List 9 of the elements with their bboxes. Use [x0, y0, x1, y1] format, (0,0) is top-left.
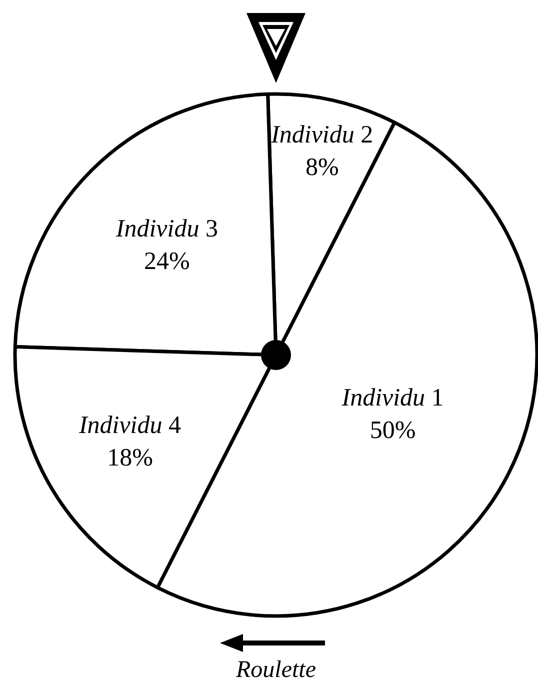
slice-label: Individu 4 [78, 412, 182, 439]
slice-label: Individu 2 [270, 121, 374, 148]
data-label: 50% [370, 416, 416, 444]
data-label: 24% [144, 248, 190, 276]
text: Roulette [235, 657, 316, 683]
data-label: 8% [305, 154, 339, 181]
slice-label: Individu 1 [340, 384, 444, 412]
slice-label: Individu 3 [114, 216, 218, 243]
data-label: 18% [107, 444, 153, 472]
